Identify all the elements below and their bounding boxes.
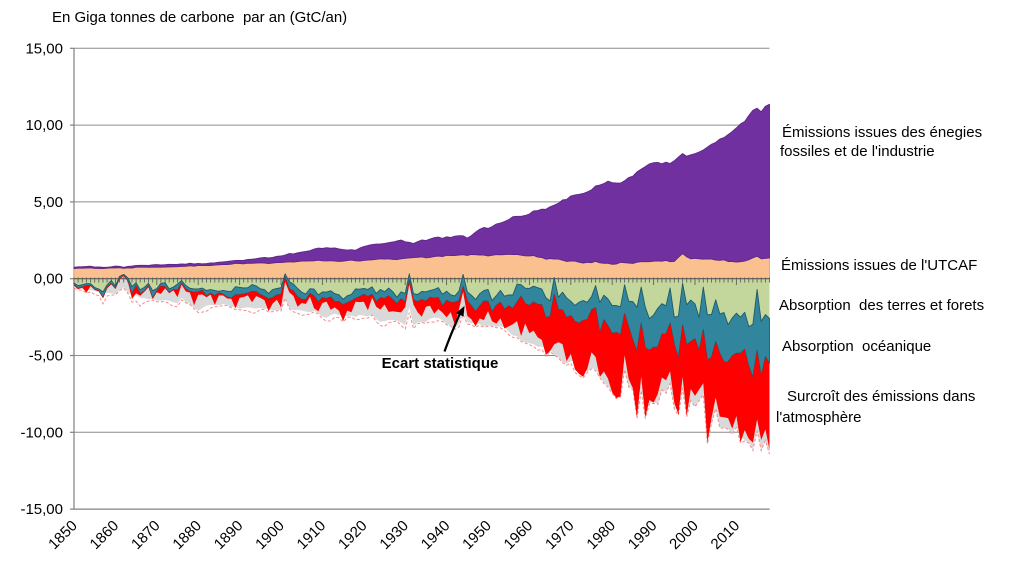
svg-text:15,00: 15,00 xyxy=(25,40,63,57)
svg-text:En Giga tonnes de carbone par: En Giga tonnes de carbone par an (GtC/an… xyxy=(52,9,347,26)
svg-text:Absorption océanique: Absorption océanique xyxy=(782,338,931,355)
svg-text:10,00: 10,00 xyxy=(25,117,63,134)
svg-text:5,00: 5,00 xyxy=(34,194,63,211)
svg-text:Émissions issues des énegies: Émissions issues des énegies xyxy=(782,124,982,141)
svg-text:Émissions issues de l'UTCAF: Émissions issues de l'UTCAF xyxy=(781,257,977,274)
svg-text:0,00: 0,00 xyxy=(34,271,63,288)
svg-text:Ecart statistique: Ecart statistique xyxy=(382,355,499,372)
svg-text:-15,00: -15,00 xyxy=(20,501,63,518)
svg-text:-10,00: -10,00 xyxy=(20,424,63,441)
svg-text:-5,00: -5,00 xyxy=(29,348,63,365)
svg-text:Absorption des terres et fore: Absorption des terres et forets xyxy=(779,297,984,314)
svg-text:l'atmosphère: l'atmosphère xyxy=(776,409,861,426)
svg-text:Surcroît des émissions dans: Surcroît des émissions dans xyxy=(787,388,975,405)
svg-text:fossiles et de l'industrie: fossiles et de l'industrie xyxy=(780,143,935,160)
